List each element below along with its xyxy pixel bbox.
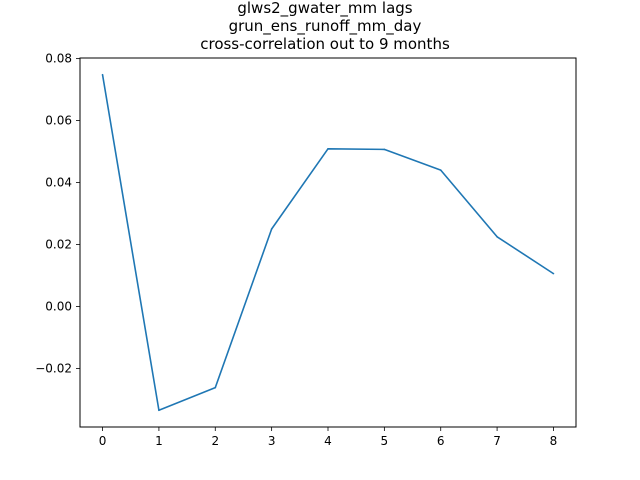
chart-title-line-1: glws2_gwater_mm lags <box>237 0 412 18</box>
chart-title: glws2_gwater_mm lags grun_ens_runoff_mm_… <box>200 0 450 53</box>
y-tick-label: 0.04 <box>45 176 72 190</box>
x-tick-label: 8 <box>550 434 558 448</box>
series-point <box>158 409 160 412</box>
series-layer <box>101 73 555 412</box>
x-axis: 0 1 2 3 4 5 6 7 8 <box>99 427 558 448</box>
y-tick-label: 0.06 <box>45 114 72 128</box>
y-tick-label: 0.02 <box>45 238 72 252</box>
x-tick-label: 6 <box>437 434 445 448</box>
plot-area-frame <box>79 57 577 428</box>
x-tick-label: 0 <box>99 434 107 448</box>
chart-title-line-3: cross-correlation out to 9 months <box>200 35 450 53</box>
x-tick-label: 3 <box>268 434 276 448</box>
x-tick-label: 1 <box>155 434 163 448</box>
y-tick-label: 0.08 <box>45 52 72 66</box>
x-tick-label: 2 <box>211 434 219 448</box>
chart-title-line-2: grun_ens_runoff_mm_day <box>229 17 422 36</box>
series-line <box>101 74 554 412</box>
series-point <box>439 169 442 171</box>
x-tick-label: 4 <box>324 434 332 448</box>
series-point <box>214 386 217 389</box>
y-axis: −0.02 0.00 0.02 0.04 0.06 0.08 <box>35 52 80 375</box>
series-point <box>496 235 498 238</box>
y-tick-label: 0.00 <box>45 299 72 313</box>
x-tick-label: 7 <box>493 434 501 448</box>
y-tick-label: −0.02 <box>35 361 72 375</box>
series-point <box>270 228 273 230</box>
series-point <box>383 148 386 151</box>
series-point <box>327 147 329 150</box>
x-tick-label: 5 <box>381 434 389 448</box>
series-point <box>552 272 555 275</box>
series-point <box>101 73 104 76</box>
